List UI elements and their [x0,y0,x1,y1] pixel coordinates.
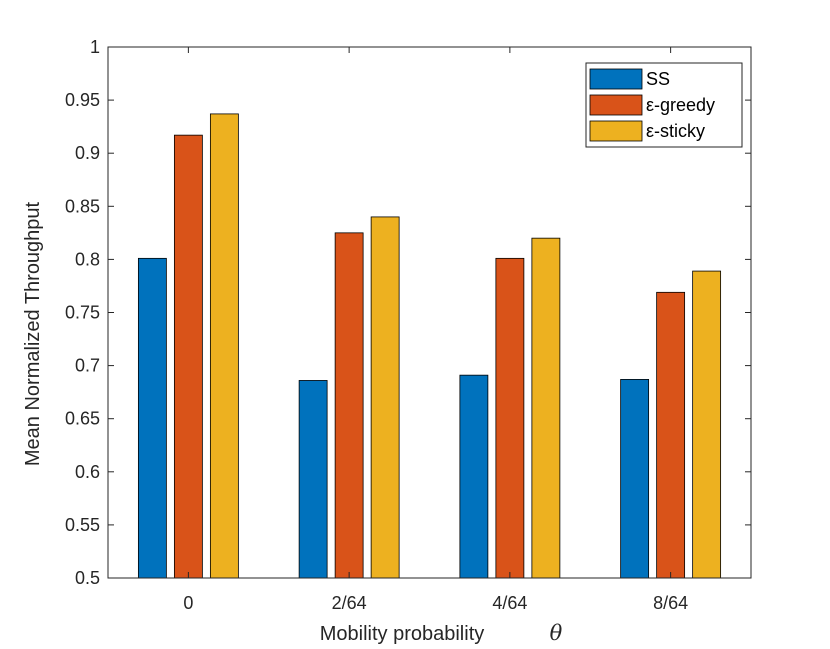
bar-ε-sticky-4/64 [531,237,561,579]
y-tick-label: 0.95 [65,90,100,110]
bar-ε-greedy-4/64 [495,257,525,579]
x-tick-label: 4/64 [492,593,527,613]
bar-ε-sticky-2/64 [370,216,400,579]
legend-swatch-SS [589,68,643,90]
y-tick-label: 0.55 [65,515,100,535]
y-tick-label: 0.85 [65,196,100,216]
axes-box [107,46,752,579]
x-axis-title: Mobility probability [320,623,485,645]
bar-ε-sticky-8/64 [692,270,722,579]
x-axis-title-symbol: θ [550,621,563,645]
y-tick-label: 0.75 [65,303,100,323]
y-tick-label: 0.5 [75,568,100,588]
y-tick-label: 0.6 [75,462,100,482]
legend-swatch-ε-greedy [589,94,643,116]
x-tick-label: 0 [183,593,193,613]
x-axis-ticks: 0 2/64 4/64 8/64 [183,47,688,613]
y-axis-title: Mean Normalized Throughput [22,201,44,466]
bar-SS-2/64 [298,380,328,579]
y-tick-label: 1 [90,37,100,57]
y-axis-ticks: 0.5 0.55 0.6 0.65 0.7 0.75 0.8 0.85 0.9 0.95 1 [65,37,751,588]
y-tick-label: 0.8 [75,249,100,269]
bar-SS-0 [137,257,167,579]
y-tick-label: 0.7 [75,356,100,376]
legend-label-SS: SS [646,69,670,89]
x-tick-label: 8/64 [653,593,688,613]
y-tick-label: 0.9 [75,143,100,163]
y-tick-label: 0.65 [65,409,100,429]
legend-label-ε-sticky: ε-sticky [646,121,705,141]
bar-ε-sticky-0 [209,113,239,579]
legend-label-ε-greedy: ε-greedy [646,95,715,115]
bar-ε-greedy-2/64 [334,232,364,579]
x-tick-label: 2/64 [332,593,367,613]
bar-ε-greedy-0 [173,134,203,579]
legend-swatch-ε-sticky [589,120,643,142]
legend: SS ε-greedy ε-sticky [585,62,743,148]
bar-SS-8/64 [620,379,650,579]
bars-group [137,113,722,579]
bar-SS-4/64 [459,374,489,579]
bar-ε-greedy-8/64 [656,291,686,579]
